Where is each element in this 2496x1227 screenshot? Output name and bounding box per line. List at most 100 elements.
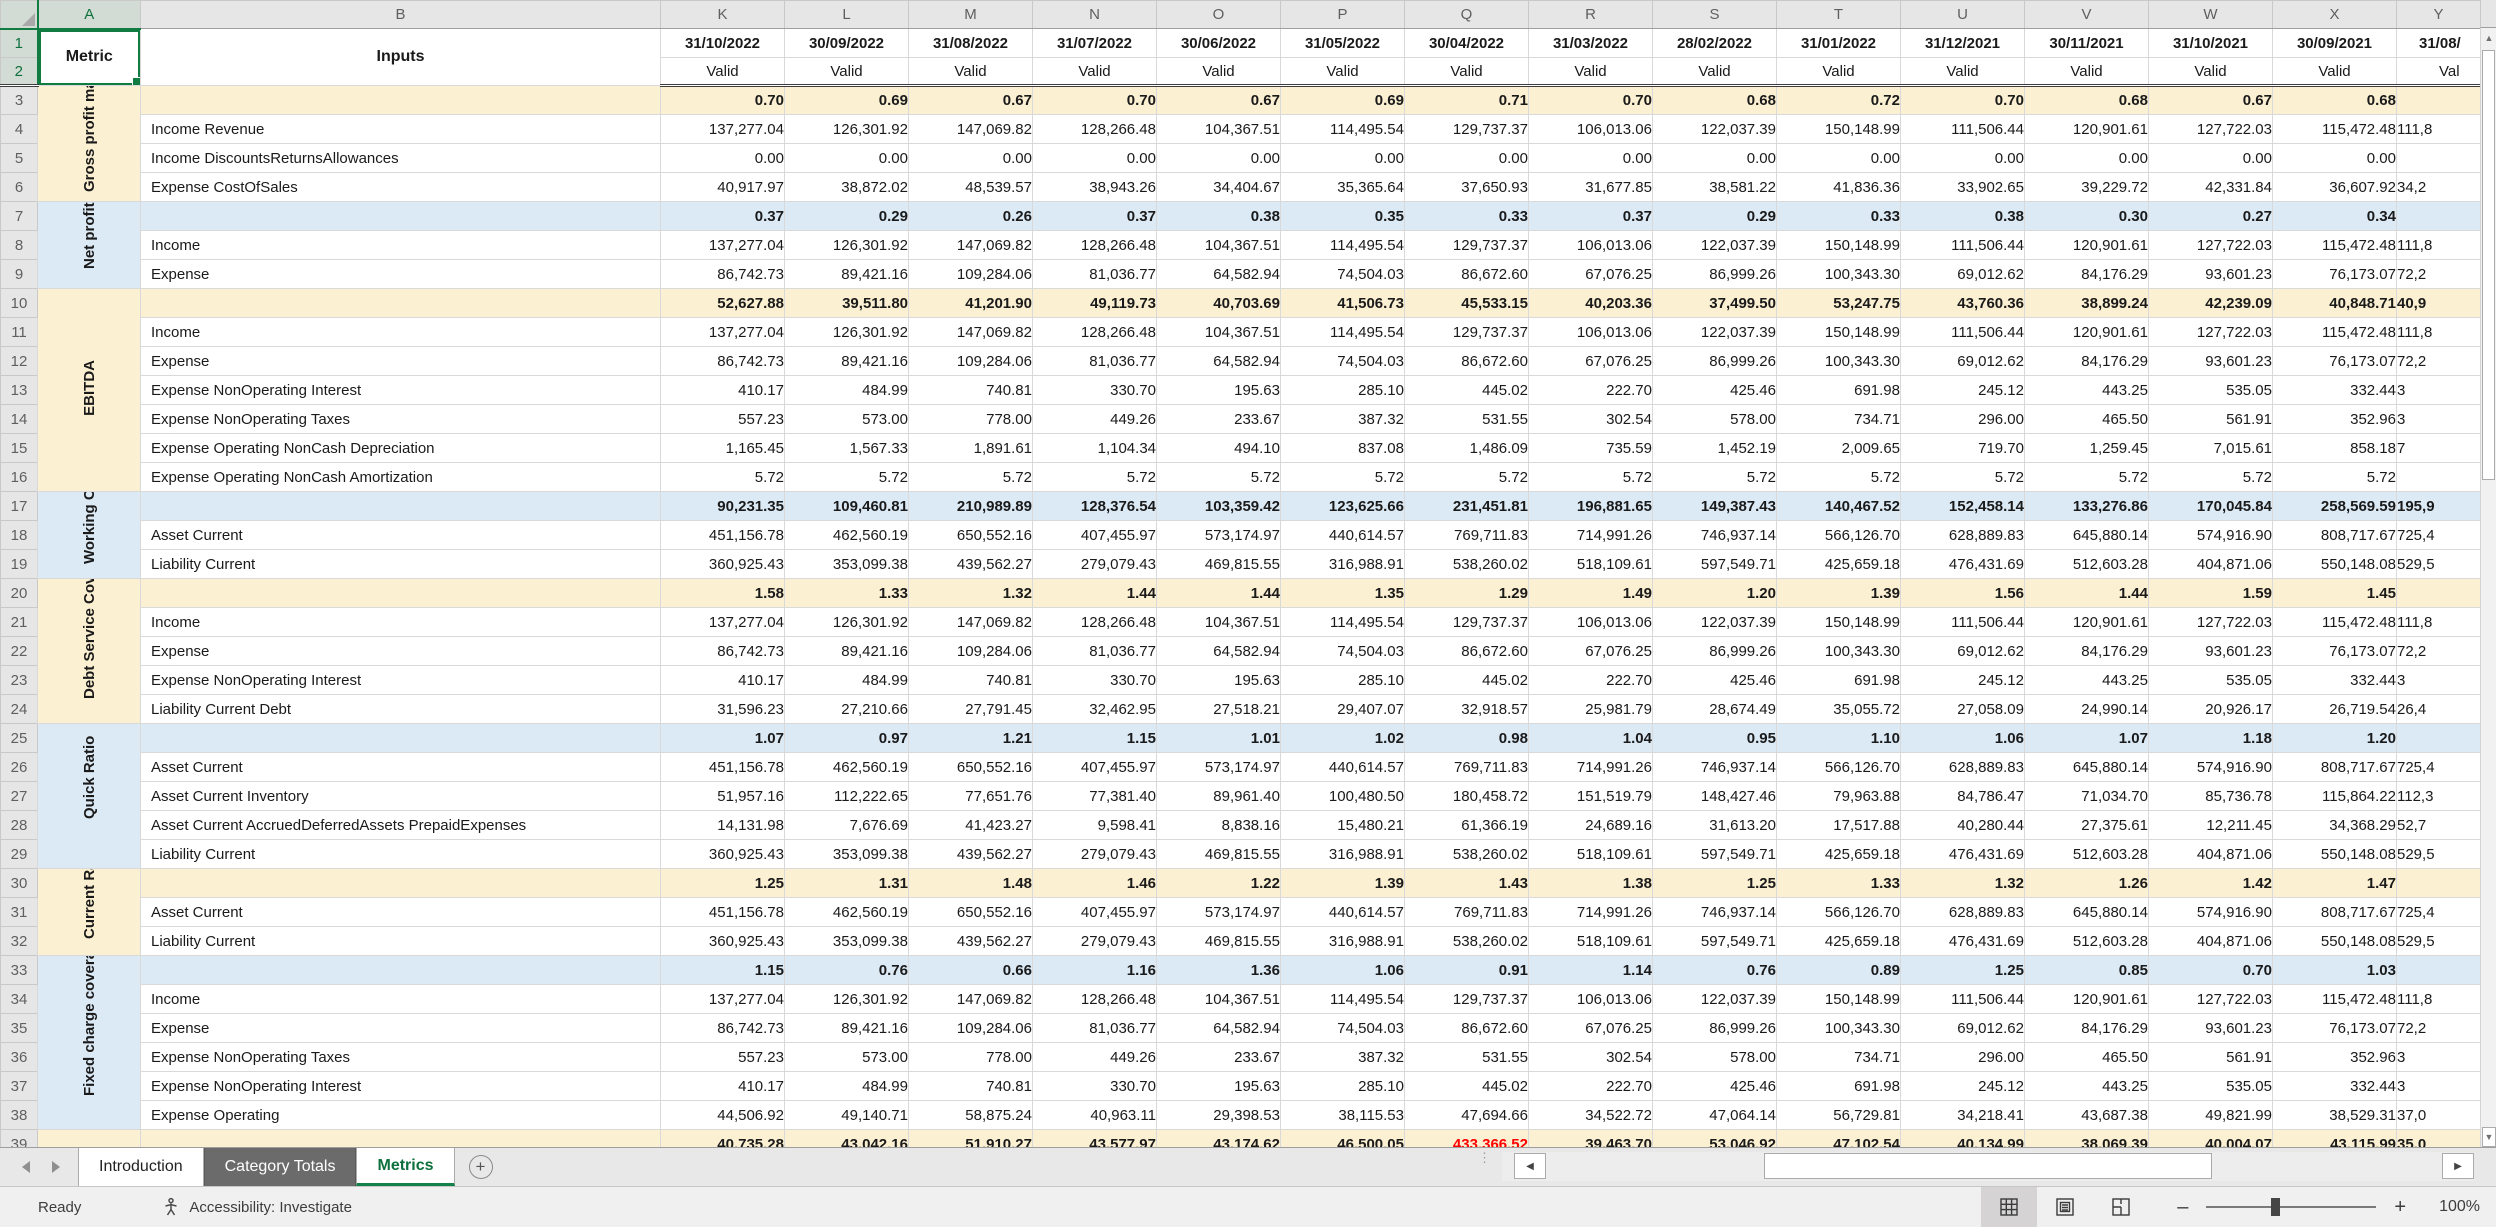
cell-P31[interactable]: 440,614.57 [1280,897,1405,927]
row-header-19[interactable]: 19 [0,549,38,579]
cell-R26[interactable]: 714,991.26 [1528,752,1653,782]
cell-T17[interactable]: 140,467.52 [1776,491,1901,521]
cell-X35[interactable]: 76,173.07 [2272,1013,2397,1043]
cell-Y25[interactable] [2396,723,2480,753]
cell-V12[interactable]: 84,176.29 [2024,346,2149,376]
cell-M6[interactable]: 48,539.57 [908,172,1033,202]
row-header-6[interactable]: 6 [0,172,38,202]
cell-Q6[interactable]: 37,650.93 [1404,172,1529,202]
valid-cell-N[interactable]: Valid [1032,57,1157,87]
cell-N11[interactable]: 128,266.48 [1032,317,1157,347]
cell-X32[interactable]: 550,148.08 [2272,926,2397,956]
cell-T12[interactable]: 100,343.30 [1776,346,1901,376]
cell-W14[interactable]: 561.91 [2148,404,2273,434]
cell-R21[interactable]: 106,013.06 [1528,607,1653,637]
input-label-cell[interactable]: Income [140,317,661,347]
page-break-preview-button[interactable] [2093,1187,2149,1227]
cell-V38[interactable]: 43,687.38 [2024,1100,2149,1130]
row-header-24[interactable]: 24 [0,694,38,724]
cell-X3[interactable]: 0.68 [2272,85,2397,115]
cell-M5[interactable]: 0.00 [908,143,1033,173]
scroll-down-icon[interactable]: ▼ [2482,1127,2496,1147]
cell-X13[interactable]: 332.44 [2272,375,2397,405]
cell-X38[interactable]: 38,529.31 [2272,1100,2397,1130]
cell-S17[interactable]: 149,387.43 [1652,491,1777,521]
cell-X22[interactable]: 76,173.07 [2272,636,2397,666]
cell-U23[interactable]: 245.12 [1900,665,2025,695]
cell-T31[interactable]: 566,126.70 [1776,897,1901,927]
cell-P8[interactable]: 114,495.54 [1280,230,1405,260]
cell-S29[interactable]: 597,549.71 [1652,839,1777,869]
cell-Y10[interactable]: 40,9 [2396,288,2480,318]
cell-V11[interactable]: 120,901.61 [2024,317,2149,347]
cell-W19[interactable]: 404,871.06 [2148,549,2273,579]
cell-Q8[interactable]: 129,737.37 [1404,230,1529,260]
input-label-cell[interactable]: Expense NonOperating Interest [140,665,661,695]
input-label-cell[interactable]: Liability Current Debt [140,694,661,724]
cell-K38[interactable]: 44,506.92 [660,1100,785,1130]
inputs-header-cell[interactable]: Inputs [140,28,661,86]
input-label-cell[interactable]: Income [140,230,661,260]
input-label-cell[interactable]: Asset Current Inventory [140,781,661,811]
cell-W29[interactable]: 404,871.06 [2148,839,2273,869]
cell-Y14[interactable]: 3 [2396,404,2480,434]
row-header-28[interactable]: 28 [0,810,38,840]
column-header-U[interactable]: U [1900,0,2025,29]
cell-M29[interactable]: 439,562.27 [908,839,1033,869]
zoom-slider-thumb[interactable] [2270,1198,2280,1216]
cell-Y20[interactable] [2396,578,2480,608]
cell-T16[interactable]: 5.72 [1776,462,1901,492]
input-label-cell[interactable]: Expense CostOfSales [140,172,661,202]
cell-X39[interactable]: 43,115.99 [2272,1129,2397,1147]
cell-M32[interactable]: 439,562.27 [908,926,1033,956]
cell-U20[interactable]: 1.56 [1900,578,2025,608]
cell-O19[interactable]: 469,815.55 [1156,549,1281,579]
row-header-16[interactable]: 16 [0,462,38,492]
cell-Y21[interactable]: 111,8 [2396,607,2480,637]
cell-K33[interactable]: 1.15 [660,955,785,985]
date-cell-X[interactable]: 30/09/2021 [2272,28,2397,58]
cell-U12[interactable]: 69,012.62 [1900,346,2025,376]
cell-K29[interactable]: 360,925.43 [660,839,785,869]
cell-T28[interactable]: 17,517.88 [1776,810,1901,840]
row-header-20[interactable]: 20 [0,578,38,608]
cell-V4[interactable]: 120,901.61 [2024,114,2149,144]
cell-T32[interactable]: 425,659.18 [1776,926,1901,956]
cell-S27[interactable]: 148,427.46 [1652,781,1777,811]
cell-Q22[interactable]: 86,672.60 [1404,636,1529,666]
valid-cell-V[interactable]: Valid [2024,57,2149,87]
cell-M24[interactable]: 27,791.45 [908,694,1033,724]
date-cell-P[interactable]: 31/05/2022 [1280,28,1405,58]
valid-cell-Q[interactable]: Valid [1404,57,1529,87]
cell-X10[interactable]: 40,848.71 [2272,288,2397,318]
group-label-cell[interactable]: Quick Ratio [37,723,141,869]
cell-W11[interactable]: 127,722.03 [2148,317,2273,347]
cell-K36[interactable]: 557.23 [660,1042,785,1072]
input-label-cell[interactable]: Expense Operating [140,1100,661,1130]
cell-W7[interactable]: 0.27 [2148,201,2273,231]
group-label-cell[interactable]: Debt Service Coverage [37,578,141,724]
column-header-A[interactable]: A [37,0,141,30]
cell-T38[interactable]: 56,729.81 [1776,1100,1901,1130]
input-label-cell[interactable]: Expense NonOperating Interest [140,375,661,405]
cell-S39[interactable]: 53,046.92 [1652,1129,1777,1147]
cell-O3[interactable]: 0.67 [1156,85,1281,115]
cell-P20[interactable]: 1.35 [1280,578,1405,608]
scroll-left-icon[interactable]: ◀ [1514,1153,1546,1179]
row-header-25[interactable]: 25 [0,723,38,753]
summary-spacer-cell[interactable] [140,723,661,753]
cell-N9[interactable]: 81,036.77 [1032,259,1157,289]
cell-Q34[interactable]: 129,737.37 [1404,984,1529,1014]
cell-X9[interactable]: 76,173.07 [2272,259,2397,289]
column-header-K[interactable]: K [660,0,785,29]
input-label-cell[interactable]: Liability Current [140,549,661,579]
cell-M3[interactable]: 0.67 [908,85,1033,115]
cell-N38[interactable]: 40,963.11 [1032,1100,1157,1130]
cell-U26[interactable]: 628,889.83 [1900,752,2025,782]
cell-L8[interactable]: 126,301.92 [784,230,909,260]
cell-P14[interactable]: 387.32 [1280,404,1405,434]
cell-Y22[interactable]: 72,2 [2396,636,2480,666]
cell-T6[interactable]: 41,836.36 [1776,172,1901,202]
cell-K28[interactable]: 14,131.98 [660,810,785,840]
cell-U3[interactable]: 0.70 [1900,85,2025,115]
